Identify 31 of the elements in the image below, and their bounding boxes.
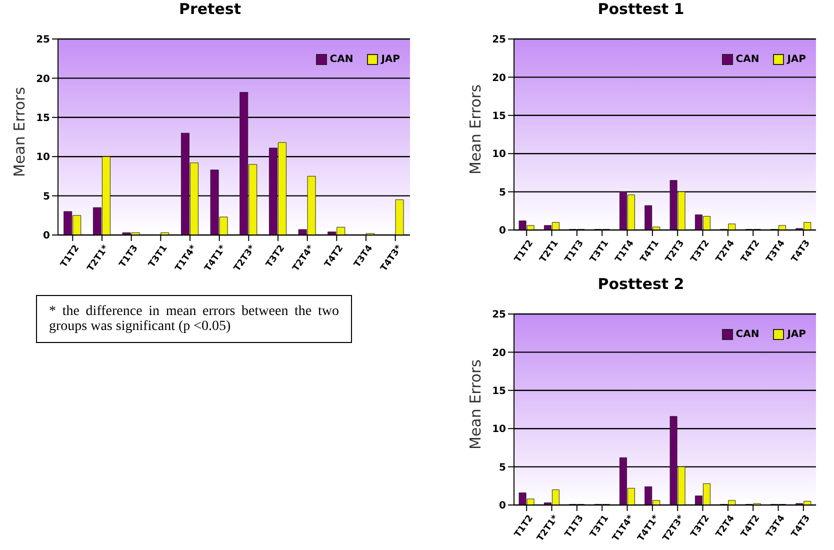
y-tick-label: 10 <box>36 152 50 164</box>
y-tick-label: 25 <box>36 34 50 46</box>
y-axis-title: Mean Errors <box>466 359 484 450</box>
chart-title: Pretest <box>178 0 242 20</box>
y-axis-title: Mean Errors <box>10 86 28 177</box>
legend-label: JAP <box>787 54 806 65</box>
y-tick-label: 10 <box>492 424 506 436</box>
y-tick-label: 0 <box>43 230 50 242</box>
y-tick-label: 20 <box>36 74 50 85</box>
legend-label: CAN <box>736 329 760 340</box>
chart-title: Posttest 1 <box>596 0 686 20</box>
text: * the difference in mean errors between the two groups was significant (p <0.05) <box>49 304 339 334</box>
legend-label: JAP <box>381 54 400 65</box>
y-tick-label: 5 <box>499 187 506 198</box>
y-tick-label: 20 <box>492 348 506 359</box>
legend-label: CAN <box>736 54 760 65</box>
y-axis-title: Mean Errors <box>466 84 484 174</box>
y-tick-label: 20 <box>492 72 506 84</box>
y-tick-label: 15 <box>36 112 50 124</box>
y-tick-label: 25 <box>492 34 506 46</box>
y-tick-label: 15 <box>492 386 506 397</box>
y-tick-label: 5 <box>43 191 50 202</box>
chart-title: Posttest 2 <box>596 275 686 295</box>
y-tick-label: 0 <box>499 226 506 237</box>
y-tick-label: 15 <box>492 110 506 122</box>
y-tick-label: 10 <box>492 149 506 160</box>
y-tick-label: 0 <box>499 500 506 512</box>
y-tick-label: 5 <box>499 462 506 474</box>
legend-label: CAN <box>330 54 354 65</box>
legend-label: JAP <box>787 329 806 340</box>
y-tick-label: 25 <box>492 310 506 321</box>
